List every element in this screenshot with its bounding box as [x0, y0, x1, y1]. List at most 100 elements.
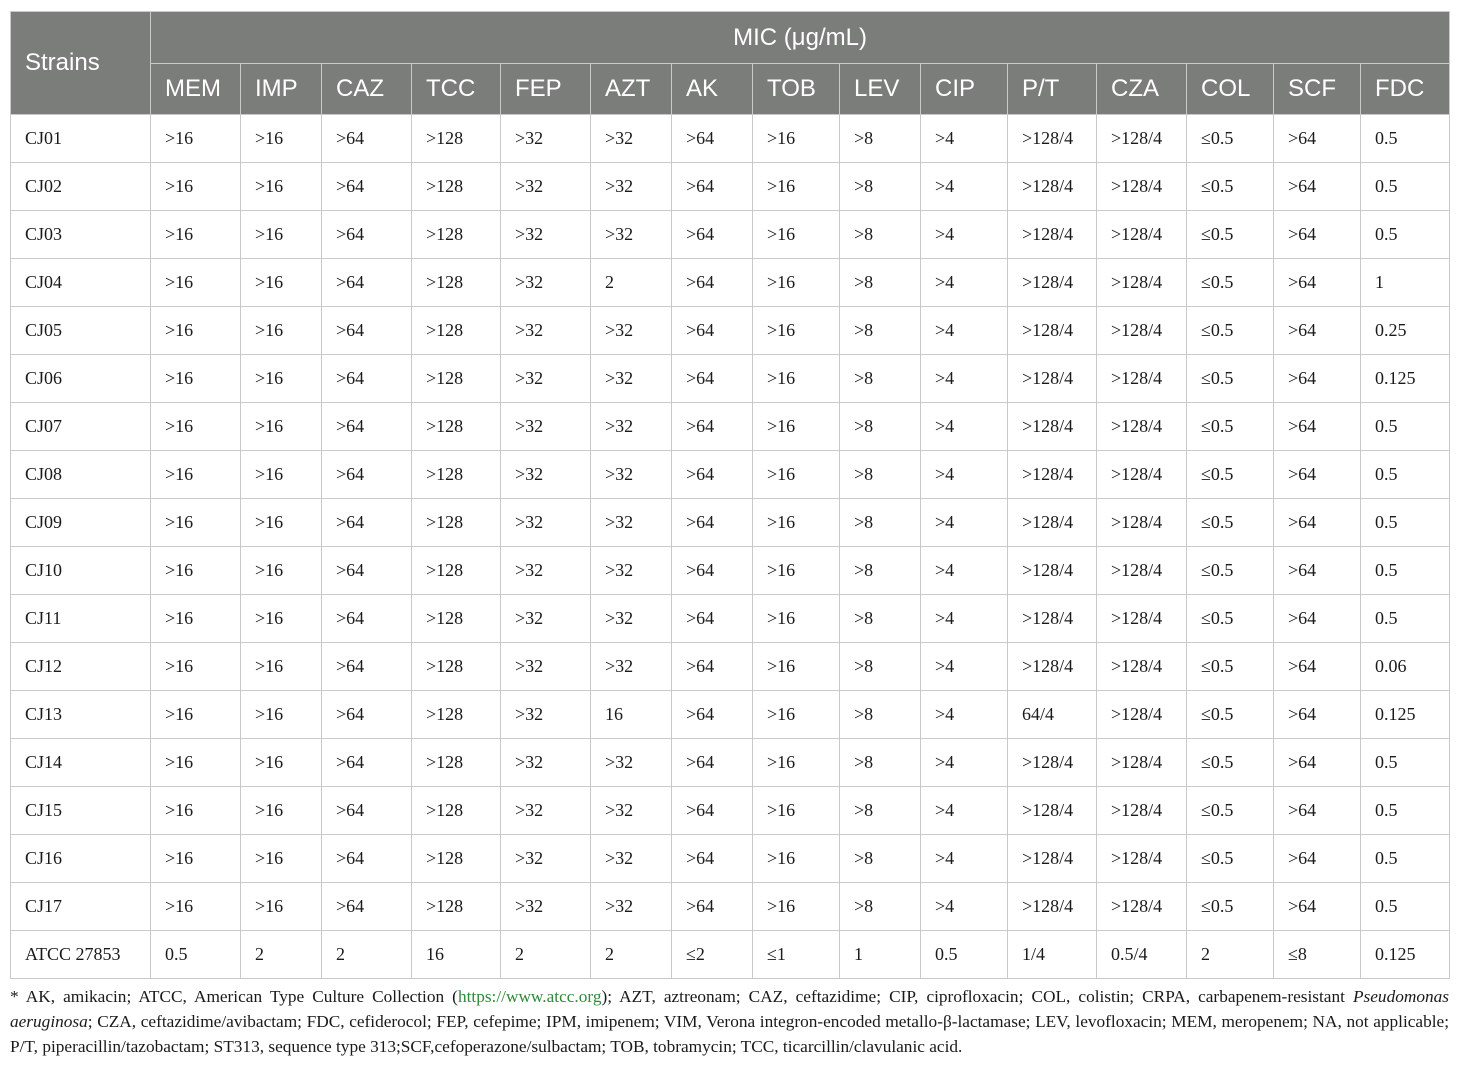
strain-cell: CJ15: [10, 786, 151, 835]
mic-value-cell: >128: [411, 354, 501, 403]
mic-value-cell: >4: [920, 162, 1008, 211]
mic-value-cell: 1/4: [1007, 930, 1097, 979]
mic-value-cell: >64: [671, 402, 753, 451]
mic-value-cell: >4: [920, 450, 1008, 499]
mic-value-cell: >128/4: [1007, 258, 1097, 307]
mic-value-cell: 0.5: [1359, 402, 1451, 451]
mic-value-cell: >32: [500, 786, 591, 835]
mic-value-cell: >128/4: [1096, 162, 1187, 211]
table-row: CJ07 >16 >16 >64 >128 >32 >32 >64 >16 >8 >4 >128/4 >…: [10, 402, 1451, 451]
mic-value-cell: >64: [321, 738, 412, 787]
mic-value-cell: 0.5: [1359, 738, 1451, 787]
mic-value-cell: >128/4: [1007, 114, 1097, 163]
mic-value-cell: 0.125: [1359, 354, 1451, 403]
mic-value-cell: >128/4: [1007, 450, 1097, 499]
mic-value-cell: ≤0.5: [1186, 210, 1274, 259]
mic-value-cell: >8: [839, 834, 921, 883]
column-header-azt: AZT: [590, 63, 672, 115]
mic-value-cell: >4: [920, 882, 1008, 931]
mic-value-cell: >64: [1273, 162, 1361, 211]
mic-value-cell: >128: [411, 306, 501, 355]
column-header-scf: SCF: [1273, 63, 1361, 115]
mic-value-cell: >64: [321, 162, 412, 211]
table-row: CJ16 >16 >16 >64 >128 >32 >32 >64 >16 >8 >4 >128/4 >…: [10, 834, 1451, 883]
mic-value-cell: >64: [1273, 642, 1361, 691]
mic-value-cell: >32: [590, 402, 672, 451]
mic-value-cell: >16: [150, 498, 241, 547]
mic-value-cell: 0.5: [1359, 594, 1451, 643]
mic-value-cell: >64: [321, 594, 412, 643]
mic-value-cell: >32: [590, 786, 672, 835]
mic-value-cell: >64: [1273, 114, 1361, 163]
mic-value-cell: >64: [1273, 402, 1361, 451]
mic-value-cell: ≤0.5: [1186, 690, 1274, 739]
mic-value-cell: >128/4: [1096, 114, 1187, 163]
mic-value-cell: >64: [321, 834, 412, 883]
mic-value-cell: >64: [671, 594, 753, 643]
mic-value-cell: >64: [1273, 882, 1361, 931]
mic-value-cell: >64: [671, 498, 753, 547]
strain-cell: CJ04: [10, 258, 151, 307]
mic-value-cell: ≤0.5: [1186, 546, 1274, 595]
mic-value-cell: >32: [590, 498, 672, 547]
mic-value-cell: >4: [920, 306, 1008, 355]
mic-value-cell: >32: [590, 114, 672, 163]
table-header: Strains MIC (μg/mL) MEM IMP CAZ TCC FEP AZT AK…: [10, 11, 1451, 115]
table-row: CJ04 >16 >16 >64 >128 >32 2 >64 >16 >8 >4 >128/4 >12…: [10, 258, 1451, 307]
mic-value-cell: >4: [920, 114, 1008, 163]
mic-value-cell: 0.5: [1359, 786, 1451, 835]
mic-value-cell: >16: [150, 546, 241, 595]
mic-value-cell: >16: [150, 402, 241, 451]
mic-value-cell: >128: [411, 642, 501, 691]
table-row: CJ03 >16 >16 >64 >128 >32 >32 >64 >16 >8 >4 >128/4 >…: [10, 210, 1451, 259]
table-row: CJ10 >16 >16 >64 >128 >32 >32 >64 >16 >8 >4 >128/4 >…: [10, 546, 1451, 595]
mic-value-cell: >8: [839, 498, 921, 547]
atcc-link[interactable]: https://www.atcc.org: [457, 987, 602, 1006]
mic-value-cell: >16: [240, 594, 322, 643]
mic-value-cell: >16: [240, 690, 322, 739]
mic-value-cell: >16: [150, 882, 241, 931]
table-row: CJ05 >16 >16 >64 >128 >32 >32 >64 >16 >8 >4 >128/4 >…: [10, 306, 1451, 355]
mic-value-cell: >16: [240, 546, 322, 595]
mic-value-cell: >16: [752, 210, 840, 259]
mic-value-cell: >16: [240, 450, 322, 499]
mic-value-cell: >8: [839, 306, 921, 355]
mic-value-cell: >16: [150, 354, 241, 403]
mic-value-cell: >128: [411, 690, 501, 739]
table-row: ATCC 27853 0.5 2 2 16 2 2 ≤2 ≤1 1 0.5 1/4 0.5/4 2 ≤8 0.…: [10, 930, 1451, 979]
mic-value-cell: >4: [920, 258, 1008, 307]
mic-value-cell: >8: [839, 162, 921, 211]
column-header-tcc: TCC: [411, 63, 501, 115]
mic-value-cell: >32: [500, 354, 591, 403]
mic-value-cell: 0.25: [1359, 306, 1451, 355]
mic-value-cell: ≤0.5: [1186, 594, 1274, 643]
mic-value-cell: >64: [1273, 738, 1361, 787]
table-row: CJ01 >16 >16 >64 >128 >32 >32 >64 >16 >8 >4 >128/4 >…: [10, 114, 1451, 163]
mic-value-cell: >4: [920, 690, 1008, 739]
mic-value-cell: >64: [1273, 450, 1361, 499]
strain-cell: CJ13: [10, 690, 151, 739]
mic-value-cell: 1: [1359, 258, 1451, 307]
mic-value-cell: >32: [590, 354, 672, 403]
strain-cell: CJ09: [10, 498, 151, 547]
mic-value-cell: >32: [500, 546, 591, 595]
mic-value-cell: >32: [500, 162, 591, 211]
mic-value-cell: >64: [321, 882, 412, 931]
mic-value-cell: 16: [590, 690, 672, 739]
table-row: CJ06 >16 >16 >64 >128 >32 >32 >64 >16 >8 >4 >128/4 >…: [10, 354, 1451, 403]
mic-value-cell: >128/4: [1096, 786, 1187, 835]
mic-value-cell: >16: [240, 114, 322, 163]
mic-value-cell: >64: [671, 210, 753, 259]
mic-value-cell: >32: [590, 546, 672, 595]
mic-value-cell: 0.5: [1359, 450, 1451, 499]
column-header-cza: CZA: [1096, 63, 1187, 115]
mic-value-cell: >128/4: [1096, 546, 1187, 595]
mic-value-cell: >128: [411, 882, 501, 931]
mic-value-cell: >4: [920, 402, 1008, 451]
mic-value-cell: >128/4: [1096, 690, 1187, 739]
mic-value-cell: 0.06: [1359, 642, 1451, 691]
mic-value-cell: >128/4: [1007, 306, 1097, 355]
mic-value-cell: >32: [590, 306, 672, 355]
mic-value-cell: 2: [1186, 930, 1274, 979]
mic-value-cell: ≤1: [752, 930, 840, 979]
